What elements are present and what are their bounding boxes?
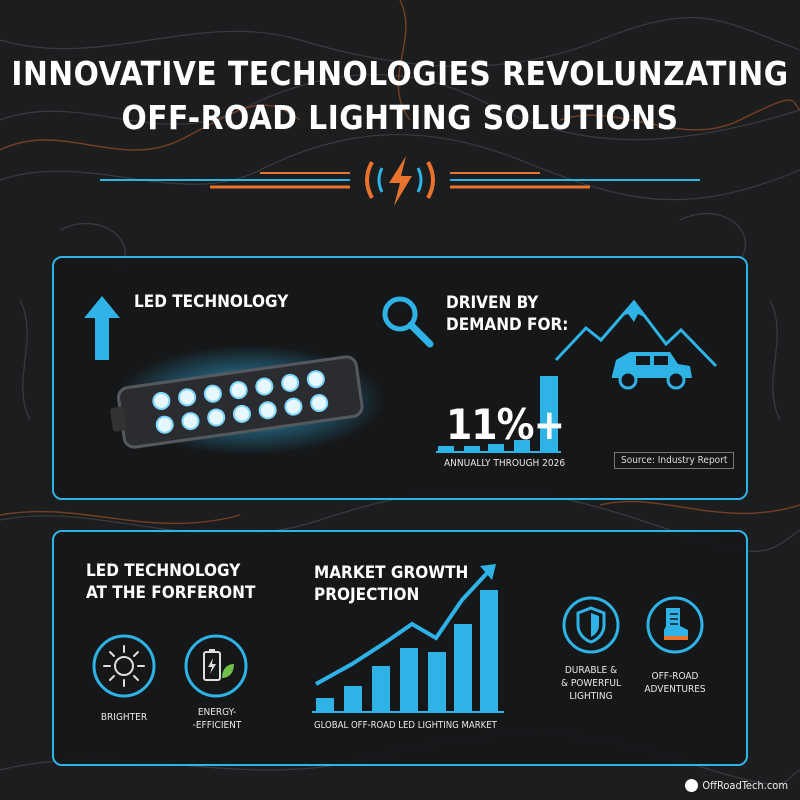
- feature-energy-line-1: ENERGY-: [197, 707, 237, 718]
- footer-brand-text: OffRoadTech.com: [702, 779, 788, 792]
- market-bar-1: [316, 698, 334, 712]
- up-arrow-icon: [84, 296, 120, 360]
- market-bar-3: [372, 666, 390, 712]
- durable-lighting-label: DURABLE & & POWERFUL LIGHTING: [554, 664, 628, 703]
- footer-brand: OffRoadTech.com: [685, 779, 788, 792]
- demand-bar-1: [438, 446, 454, 452]
- demand-heading-line-1: DRIVEN BY: [446, 293, 539, 313]
- market-bar-2: [344, 686, 362, 712]
- offroad-line-1: OFF-ROAD: [651, 671, 699, 682]
- demand-bar-chart: [436, 376, 561, 453]
- market-growth-heading: MARKET GROWTH PROJECTION: [314, 562, 468, 606]
- feature-energy-line-2: -EFFICIENT: [192, 720, 242, 731]
- market-growth-chart: [312, 564, 504, 713]
- market-heading-line-2: PROJECTION: [314, 585, 420, 605]
- durable-line-1: DURABLE &: [564, 665, 618, 676]
- market-bar-6: [454, 624, 472, 712]
- off-road-adventures-label: OFF-ROAD ADVENTURES: [640, 670, 710, 696]
- mountain-icon: [554, 299, 718, 390]
- durable-line-2: & POWERFUL: [561, 678, 621, 689]
- demand-bar-3: [488, 444, 504, 452]
- demand-heading: DRIVEN BY DEMAND FOR:: [446, 292, 568, 336]
- page-title: INNOVATIVE TECHNOLOGIES REVOLUNZATING OF…: [0, 52, 800, 140]
- led-light-bar-image: [110, 345, 385, 455]
- magnifier-icon: [382, 296, 434, 348]
- source-note: Source: Industry Report: [614, 452, 735, 469]
- forefront-heading-line-1: LED TECHNOLOGY: [86, 561, 241, 581]
- growth-value: 11%+: [446, 400, 565, 449]
- offroad-line-2: ADVENTURES: [644, 684, 706, 695]
- durable-line-3: LIGHTING: [569, 691, 613, 702]
- title-line-1: INNOVATIVE TECHNOLOGIES REVOLUNZATING: [11, 54, 789, 93]
- forefront-heading: LED TECHNOLOGY AT THE FORFERONT: [86, 560, 255, 604]
- feature-energy-efficient: ENERGY- -EFFICIENT: [182, 706, 252, 732]
- forefront-heading-line-2: AT THE FORFERONT: [86, 583, 256, 603]
- market-caption: GLOBAL OFF-ROAD LED LIGHTING MARKET: [314, 720, 497, 731]
- title-line-2: OFF-ROAD LIGHTING SOLUTIONS: [121, 98, 679, 137]
- led-technology-heading: LED TECHNOLOGY: [134, 292, 289, 312]
- boot-icon: [646, 596, 704, 654]
- market-heading-line-1: MARKET GROWTH: [314, 563, 469, 583]
- battery-leaf-icon: [184, 634, 248, 698]
- market-bar-5: [428, 652, 446, 712]
- market-bar-7: [480, 590, 498, 712]
- market-bar-4: [400, 648, 418, 712]
- demand-bar-2: [464, 446, 480, 452]
- title-divider: [100, 156, 700, 206]
- brand-logo-icon: [685, 779, 699, 792]
- demand-bar-5: [540, 376, 558, 452]
- demand-bar-4: [514, 440, 530, 452]
- lightning-icon: [365, 156, 435, 206]
- demand-heading-line-2: DEMAND FOR:: [446, 315, 569, 335]
- market-trend-arrow: [315, 570, 490, 686]
- shield-icon: [562, 596, 620, 654]
- off-road-vehicle-icon: [612, 352, 692, 390]
- sun-icon: [92, 634, 156, 698]
- feature-brighter: BRIGHTER: [100, 712, 148, 723]
- growth-caption: ANNUALLY THROUGH 2026: [444, 458, 566, 469]
